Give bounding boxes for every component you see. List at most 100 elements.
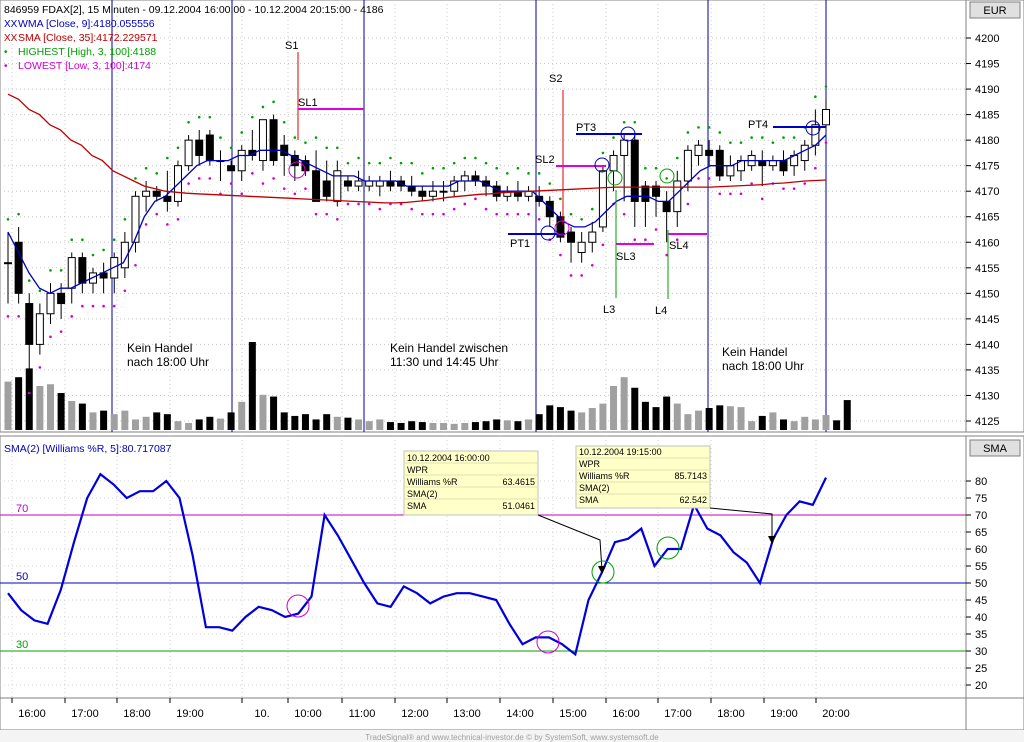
indicator-tick-label: 55	[975, 561, 987, 573]
candle-body[interactable]	[35, 313, 44, 345]
candle-body[interactable]	[598, 170, 607, 228]
candle-body[interactable]	[694, 144, 703, 156]
candle-body[interactable]	[237, 149, 246, 172]
candle-body[interactable]	[46, 292, 55, 315]
candle-body[interactable]	[652, 185, 661, 197]
candle-body[interactable]	[535, 195, 544, 202]
candle-body[interactable]	[343, 180, 352, 187]
lowest-dot	[707, 177, 711, 180]
lowest-dot	[304, 187, 307, 190]
highest-dot	[569, 212, 573, 216]
candle-body[interactable]	[428, 190, 437, 197]
lowest-dot	[272, 177, 275, 180]
label-l3: L3	[603, 304, 615, 316]
price-plot-area[interactable]	[0, 0, 967, 433]
candle-body[interactable]	[375, 180, 384, 187]
candle-body[interactable]	[556, 216, 565, 238]
volume-bar	[15, 377, 23, 430]
candle-body[interactable]	[163, 195, 172, 202]
candle-body[interactable]	[630, 139, 639, 202]
candle-body[interactable]	[715, 149, 724, 177]
candle-body[interactable]	[258, 119, 267, 162]
candle-body[interactable]	[205, 134, 214, 162]
candle-body[interactable]	[779, 160, 788, 172]
tooltip-2-row1: WPR	[579, 459, 600, 469]
label-pt1: PT1	[510, 238, 530, 250]
candle-body[interactable]	[662, 200, 671, 213]
candle-body[interactable]	[758, 160, 767, 167]
price-tick-label: 4130	[975, 390, 999, 402]
candle-body[interactable]	[822, 108, 830, 126]
candle-body[interactable]	[184, 139, 193, 167]
volume-bar	[822, 415, 830, 430]
indicator-axis[interactable]	[965, 435, 1024, 699]
lowest-dot	[187, 182, 190, 185]
candle-body[interactable]	[450, 180, 459, 192]
lowest-dot	[112, 304, 116, 308]
highest-dot	[123, 217, 127, 221]
indicator-legend: SMA(2) [Williams %R, 5]:80.717087	[4, 443, 172, 455]
candle-body[interactable]	[290, 154, 299, 167]
candle-body[interactable]	[312, 170, 321, 202]
candle-body[interactable]	[78, 257, 87, 284]
time-tick-label: 10:00	[294, 708, 322, 720]
candle-body[interactable]	[471, 175, 480, 182]
candle-body[interactable]	[609, 154, 618, 172]
lowest-dot	[452, 207, 456, 211]
candle-body[interactable]	[152, 190, 161, 197]
candle-body[interactable]	[683, 149, 692, 182]
candle-body[interactable]	[800, 144, 809, 162]
candle-body[interactable]	[768, 160, 777, 167]
candle-body[interactable]	[57, 292, 66, 305]
highest-dot	[314, 136, 318, 139]
candle-body[interactable]	[418, 190, 427, 197]
candle-body[interactable]	[439, 190, 448, 193]
volume-bar	[663, 396, 671, 430]
candle-body[interactable]	[354, 180, 363, 187]
tooltip-2-date: 10.12.2004 19:15:00	[579, 447, 662, 457]
highest-dot	[654, 166, 658, 170]
candle-body[interactable]	[620, 139, 629, 156]
candle-body[interactable]	[460, 175, 469, 182]
candle-body[interactable]	[227, 165, 236, 172]
volume-bar	[142, 416, 150, 430]
candle-body[interactable]	[25, 303, 34, 345]
candle-body[interactable]	[4, 262, 12, 265]
candle-body[interactable]	[322, 180, 331, 197]
volume-bar	[259, 394, 267, 430]
legend-entry: SMA [Close, 35]:4172.229571	[18, 32, 158, 44]
highest-dot	[707, 126, 711, 129]
lowest-dot	[261, 182, 265, 185]
highest-dot	[612, 136, 615, 139]
candle-body[interactable]	[195, 139, 204, 156]
candle-body[interactable]	[407, 185, 416, 192]
highest-dot	[590, 207, 594, 211]
tooltip-1-row3: SMA(2)	[407, 489, 438, 499]
legend-entry: WMA [Close, 9]:4180.055556	[18, 18, 155, 30]
lowest-dot	[144, 223, 148, 226]
candle-body[interactable]	[120, 241, 129, 269]
candle-body[interactable]	[567, 231, 576, 243]
candle-body[interactable]	[67, 257, 76, 289]
candle-body[interactable]	[14, 241, 23, 294]
candle-body[interactable]	[588, 231, 597, 243]
candle-body[interactable]	[142, 190, 151, 197]
highest-dot	[293, 136, 297, 139]
candle-body[interactable]	[269, 119, 278, 162]
candle-body[interactable]	[577, 241, 586, 253]
volume-bar	[429, 422, 437, 430]
candle-body[interactable]	[365, 180, 374, 187]
tooltip-2: 10.12.2004 19:15:00 WPR Williams %R 85.7…	[575, 445, 711, 509]
candle-body[interactable]	[131, 195, 140, 243]
volume-bar	[100, 410, 108, 430]
candle-body[interactable]	[705, 149, 714, 156]
volume-bar	[333, 416, 341, 430]
indicator-tick-label: 80	[975, 476, 987, 488]
candle-body[interactable]	[386, 180, 395, 187]
candle-body[interactable]	[726, 165, 735, 177]
candle-body[interactable]	[333, 170, 342, 202]
highest-dot	[357, 156, 360, 160]
price-axis[interactable]	[965, 0, 1024, 433]
highest-dot	[750, 136, 753, 139]
candle-body[interactable]	[641, 185, 650, 202]
